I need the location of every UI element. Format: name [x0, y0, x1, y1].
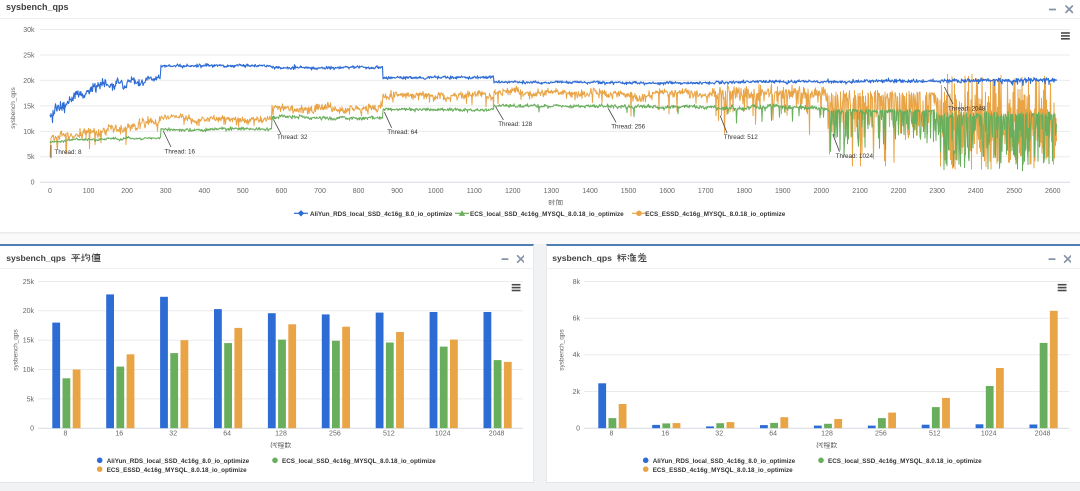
svg-text:1500: 1500 [621, 188, 637, 195]
svg-text:AliYun_RDS_local_SSD_4c16g_8.0: AliYun_RDS_local_SSD_4c16g_8.0_io_optimi… [310, 211, 453, 218]
svg-text:sysbench_qps: sysbench_qps [13, 328, 20, 370]
svg-text:20k: 20k [23, 78, 35, 85]
svg-text:ECS_local_SSD_4c16g_MYSQL_8.0.: ECS_local_SSD_4c16g_MYSQL_8.0.18_io_opti… [282, 458, 436, 465]
svg-text:8: 8 [609, 430, 613, 437]
svg-text:Thread: 64: Thread: 64 [387, 129, 418, 136]
svg-text:ECS_ESSD_4c16g_MYSQL_8.0.18_io: ECS_ESSD_4c16g_MYSQL_8.0.18_io_optimize [653, 467, 793, 474]
svg-text:900: 900 [391, 188, 403, 195]
svg-text:10k: 10k [23, 129, 35, 136]
svg-text:Thread: 1024: Thread: 1024 [836, 153, 874, 160]
svg-text:2500: 2500 [1006, 188, 1022, 195]
svg-text:2k: 2k [573, 389, 581, 396]
svg-text:20k: 20k [23, 308, 35, 315]
svg-text:100: 100 [83, 188, 95, 195]
svg-text:sysbench_qps: sysbench_qps [6, 253, 66, 263]
svg-text:AliYun_RDS_local_SSD_4c16g_8.0: AliYun_RDS_local_SSD_4c16g_8.0_io_optimi… [653, 458, 796, 465]
svg-text:1300: 1300 [544, 188, 560, 195]
svg-text:6k: 6k [573, 316, 581, 323]
svg-text:Thread: 256: Thread: 256 [611, 124, 645, 131]
svg-text:8: 8 [63, 430, 67, 437]
svg-text:sysbench_qps: sysbench_qps [10, 86, 17, 128]
svg-text:1024: 1024 [435, 430, 451, 437]
svg-text:8k: 8k [573, 279, 581, 286]
svg-text:Thread: 512: Thread: 512 [724, 134, 758, 141]
svg-text:128: 128 [275, 430, 287, 437]
svg-text:2100: 2100 [852, 188, 868, 195]
svg-text:sysbench_qps: sysbench_qps [559, 328, 566, 370]
svg-text:15k: 15k [23, 338, 35, 345]
svg-text:128: 128 [821, 430, 833, 437]
svg-text:2600: 2600 [1045, 188, 1061, 195]
svg-text:0: 0 [31, 180, 35, 187]
svg-text:256: 256 [329, 430, 341, 437]
svg-text:5k: 5k [27, 154, 35, 161]
svg-text:2200: 2200 [891, 188, 907, 195]
svg-text:1024: 1024 [981, 430, 997, 437]
svg-text:32: 32 [169, 430, 177, 437]
svg-text:600: 600 [276, 188, 288, 195]
svg-text:ECS_ESSD_4c16g_MYSQL_8.0.18_io: ECS_ESSD_4c16g_MYSQL_8.0.18_io_optimize [107, 467, 247, 474]
svg-text:Thread: 8: Thread: 8 [55, 149, 82, 156]
svg-text:64: 64 [223, 430, 231, 437]
svg-text:ECS_local_SSD_4c16g_MYSQL_8.0.: ECS_local_SSD_4c16g_MYSQL_8.0.18_io_opti… [470, 211, 624, 218]
svg-text:0: 0 [30, 426, 34, 433]
svg-text:1800: 1800 [737, 188, 753, 195]
svg-text:1900: 1900 [775, 188, 791, 195]
svg-text:256: 256 [875, 430, 887, 437]
svg-text:Thread: 2048: Thread: 2048 [948, 105, 986, 112]
svg-text:1000: 1000 [428, 188, 444, 195]
svg-text:25k: 25k [23, 279, 35, 286]
svg-text:2048: 2048 [489, 430, 505, 437]
svg-text:AliYun_RDS_local_SSD_4c16g_8.0: AliYun_RDS_local_SSD_4c16g_8.0_io_optimi… [107, 458, 250, 465]
svg-text:64: 64 [769, 430, 777, 437]
svg-text:500: 500 [237, 188, 249, 195]
svg-text:1100: 1100 [467, 188, 482, 195]
svg-text:1600: 1600 [659, 188, 675, 195]
svg-text:2400: 2400 [968, 188, 984, 195]
svg-text:15k: 15k [23, 103, 35, 110]
svg-text:512: 512 [929, 430, 941, 437]
svg-text:32: 32 [715, 430, 723, 437]
svg-text:2300: 2300 [929, 188, 945, 195]
svg-text:300: 300 [160, 188, 172, 195]
svg-text:700: 700 [314, 188, 326, 195]
svg-text:200: 200 [121, 188, 133, 195]
svg-text:2048: 2048 [1035, 430, 1051, 437]
svg-text:16: 16 [115, 430, 123, 437]
svg-text:1400: 1400 [582, 188, 598, 195]
svg-text:30k: 30k [23, 27, 35, 34]
svg-text:1700: 1700 [698, 188, 714, 195]
svg-text:800: 800 [353, 188, 365, 195]
svg-text:4k: 4k [573, 352, 581, 359]
svg-text:10k: 10k [23, 367, 35, 374]
svg-text:ECS_local_SSD_4c16g_MYSQL_8.0.: ECS_local_SSD_4c16g_MYSQL_8.0.18_io_opti… [828, 458, 982, 465]
svg-text:ECS_ESSD_4c16g_MYSQL_8.0.18_io: ECS_ESSD_4c16g_MYSQL_8.0.18_io_optimize [645, 211, 785, 218]
svg-text:512: 512 [383, 430, 395, 437]
svg-text:1200: 1200 [505, 188, 521, 195]
svg-text:2000: 2000 [814, 188, 830, 195]
svg-text:0: 0 [576, 426, 580, 433]
svg-text:25k: 25k [23, 52, 35, 59]
svg-text:0: 0 [48, 188, 52, 195]
svg-text:Thread: 32: Thread: 32 [277, 134, 308, 141]
svg-text:Thread: 128: Thread: 128 [498, 121, 532, 128]
svg-text:5k: 5k [27, 396, 35, 403]
svg-text:400: 400 [198, 188, 210, 195]
svg-text:sysbench_qps: sysbench_qps [552, 253, 612, 263]
svg-text:16: 16 [661, 430, 669, 437]
svg-text:Thread: 16: Thread: 16 [165, 148, 196, 155]
